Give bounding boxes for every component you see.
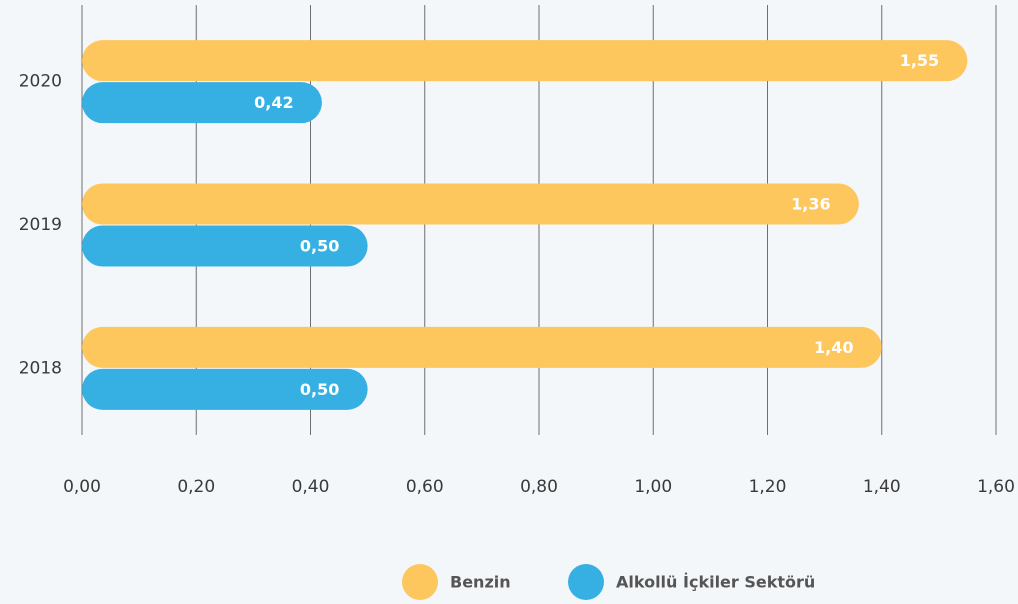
bar [82, 225, 368, 267]
bar [82, 40, 968, 82]
legend-label: Benzin [450, 573, 511, 592]
value-label: 0,50 [300, 237, 339, 256]
value-label: 1,40 [814, 338, 853, 357]
x-tick-label: 0,20 [177, 477, 215, 497]
legend-swatch [402, 564, 438, 600]
y-tick-label: 2019 [19, 215, 62, 235]
x-tick-label: 1,00 [634, 477, 672, 497]
x-tick-label: 1,20 [749, 477, 787, 497]
bar [82, 183, 859, 225]
value-label: 1,36 [791, 195, 830, 214]
bar [82, 326, 882, 368]
legend-label: Alkollü İçkiler Sektörü [616, 573, 815, 592]
x-tick-label: 0,00 [63, 477, 101, 497]
x-tick-label: 1,60 [977, 477, 1015, 497]
value-label: 0,50 [300, 380, 339, 399]
y-tick-label: 2018 [19, 358, 62, 378]
bar [82, 82, 322, 124]
value-label: 0,42 [254, 93, 293, 112]
bar [82, 368, 368, 410]
x-tick-label: 0,80 [520, 477, 558, 497]
x-tick-label: 0,40 [292, 477, 330, 497]
x-tick-label: 0,60 [406, 477, 444, 497]
x-tick-label: 1,40 [863, 477, 901, 497]
value-label: 1,55 [900, 51, 939, 70]
legend-swatch [568, 564, 604, 600]
y-tick-label: 2020 [19, 72, 62, 92]
